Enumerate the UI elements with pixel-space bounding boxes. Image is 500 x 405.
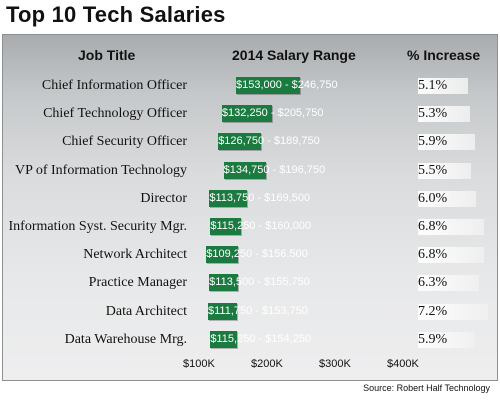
increase-bar bbox=[418, 219, 485, 235]
header-salary-range: 2014 Salary Range bbox=[232, 47, 356, 63]
increase-label: 5.9% bbox=[418, 331, 448, 347]
header-job-title: Job Title bbox=[78, 47, 136, 63]
salary-range-bar bbox=[221, 105, 272, 123]
salary-range-label: $134,750 - $196,750 bbox=[224, 162, 326, 179]
job-title-label: Practice Manager bbox=[88, 275, 187, 291]
salary-range-label: $113,500 - $155,750 bbox=[209, 274, 310, 291]
job-title-label: Network Architect bbox=[83, 247, 187, 263]
increase-bar bbox=[418, 275, 480, 292]
job-title-label: Information Syst. Security Mgr. bbox=[8, 219, 188, 234]
increase-label: 7.2% bbox=[418, 303, 448, 319]
increase-bar bbox=[418, 247, 485, 264]
x-tick-label: $200K bbox=[251, 358, 283, 370]
salary-range-label: $115,250 - $160,000 bbox=[210, 218, 311, 235]
increase-label: 5.3% bbox=[418, 106, 448, 122]
salary-range-bar bbox=[209, 274, 238, 292]
increase-label: 5.1% bbox=[418, 78, 448, 93]
salary-range-bar bbox=[223, 161, 266, 179]
chart-title: Top 10 Tech Salaries bbox=[6, 2, 226, 27]
increase-bar bbox=[418, 331, 476, 348]
salary-range-label: $153,000 - $246,750 bbox=[236, 79, 338, 91]
x-tick-label: $300K bbox=[319, 358, 351, 370]
increase-bar bbox=[418, 303, 488, 320]
job-title-label: Chief Security Officer bbox=[62, 134, 187, 150]
job-title-label: VP of Information Technology bbox=[14, 162, 187, 178]
salary-range-label: $115,250 - $154,250 bbox=[210, 331, 311, 348]
x-tick-label: $100K bbox=[183, 358, 215, 370]
salary-range-label: $126,750 - $189,750 bbox=[218, 133, 320, 150]
x-tick-label: $400K bbox=[387, 358, 419, 370]
increase-label: 6.3% bbox=[418, 275, 448, 291]
increase-bar bbox=[418, 190, 477, 207]
salary-range-bar bbox=[207, 302, 237, 320]
source-note: Source: Robert Half Technology bbox=[363, 383, 490, 393]
salary-range-bar bbox=[218, 133, 262, 151]
salary-range-bar bbox=[236, 77, 300, 94]
job-title-label: Data Warehouse Mrg. bbox=[64, 331, 187, 347]
increase-bar bbox=[418, 134, 476, 151]
increase-label: 6.8% bbox=[418, 219, 448, 234]
increase-label: 6.0% bbox=[418, 190, 448, 206]
job-title-label: Chief Technology Officer bbox=[43, 106, 187, 122]
increase-label: 5.9% bbox=[418, 134, 448, 150]
salary-range-label: $111,750 - $153,750 bbox=[208, 303, 308, 320]
increase-bar bbox=[418, 106, 470, 123]
job-title-label: Chief Information Officer bbox=[41, 78, 187, 93]
job-title-label: Data Architect bbox=[105, 303, 187, 319]
salary-range-bar bbox=[206, 246, 239, 264]
increase-label: 6.8% bbox=[418, 247, 448, 263]
salary-range-label: $132,250 - $205,750 bbox=[222, 105, 324, 122]
salary-range-label: $113,750 - $169,500 bbox=[209, 190, 310, 207]
increase-label: 5.5% bbox=[418, 162, 448, 178]
salary-range-bar bbox=[210, 330, 237, 348]
salary-range-label: $109,250 - $156,500 bbox=[206, 246, 308, 263]
header-increase: % Increase bbox=[407, 47, 481, 63]
increase-bar bbox=[418, 78, 468, 94]
salary-range-bar bbox=[210, 218, 241, 235]
increase-bar bbox=[418, 162, 472, 179]
job-title-label: Director bbox=[140, 190, 187, 206]
salary-range-bar bbox=[209, 189, 248, 207]
